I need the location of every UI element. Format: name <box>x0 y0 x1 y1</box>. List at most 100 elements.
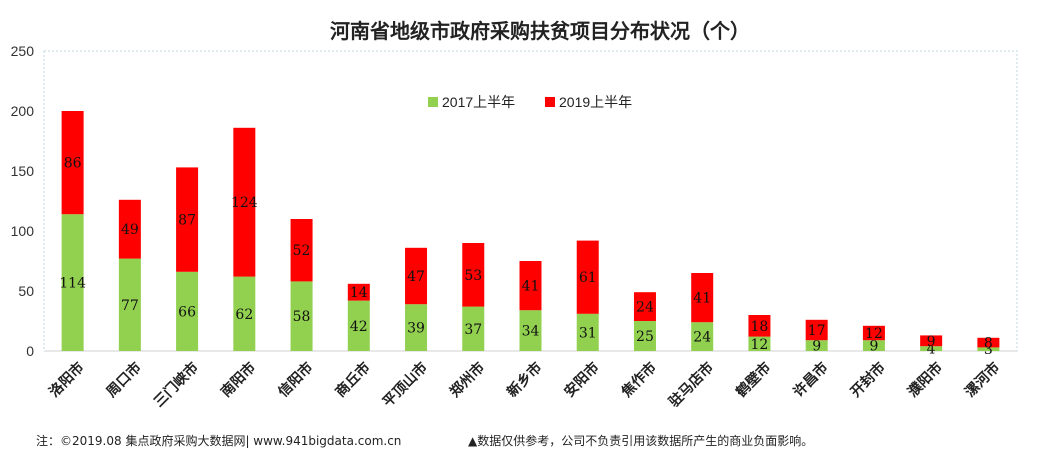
y-axis: 0 50 100 150 200 250 <box>11 43 1017 359</box>
category-label: 安阳市 <box>561 359 603 401</box>
bar-2017 <box>176 271 199 351</box>
data-label: 9 <box>812 339 821 355</box>
data-label: 86 <box>64 156 82 172</box>
plot-border <box>43 50 1018 352</box>
data-label: 24 <box>636 300 654 316</box>
y-tick-label: 150 <box>11 163 35 179</box>
bar-2017 <box>920 346 943 351</box>
bar-2019 <box>176 167 199 272</box>
bar-2017 <box>405 304 428 351</box>
data-label: 4 <box>927 342 936 358</box>
category-label: 信阳市 <box>275 359 317 401</box>
data-label: 12 <box>865 326 883 342</box>
data-label: 18 <box>751 319 769 335</box>
data-label: 34 <box>522 324 540 340</box>
data-label: 12 <box>751 337 769 353</box>
data-label: 42 <box>350 319 368 335</box>
y-tick-label: 100 <box>11 223 35 239</box>
legend-swatch <box>428 97 438 107</box>
bar-2017 <box>633 321 656 351</box>
data-label: 8 <box>984 336 993 352</box>
bar-2017 <box>862 340 885 351</box>
category-label: 商丘市 <box>332 359 374 401</box>
bar-2019 <box>405 247 428 305</box>
data-label: 49 <box>121 222 139 238</box>
category-label: 焦作市 <box>617 359 659 401</box>
data-label: 62 <box>235 307 253 323</box>
bar-2017 <box>977 347 1000 351</box>
bar-2019 <box>290 219 313 282</box>
bar-2019 <box>805 319 828 341</box>
data-label: 17 <box>808 323 826 339</box>
category-label: 濮阳市 <box>904 359 946 401</box>
y-tick-label: 50 <box>18 283 34 299</box>
data-label: 9 <box>927 334 936 350</box>
bar-2019 <box>61 111 84 215</box>
data-label: 14 <box>350 285 368 301</box>
category-label: 洛阳市 <box>46 359 88 401</box>
bar-2019 <box>691 273 714 323</box>
bar-2017 <box>691 322 714 351</box>
bar-2019 <box>748 315 771 337</box>
data-label: 124 <box>231 195 258 211</box>
data-label: 58 <box>293 309 311 325</box>
bar-2019 <box>633 292 656 321</box>
data-label: 61 <box>579 270 597 286</box>
category-label: 南阳市 <box>217 359 259 401</box>
category-label: 新乡市 <box>504 359 546 401</box>
bar-2019 <box>462 243 485 307</box>
data-label: 53 <box>464 268 482 284</box>
bar-2017 <box>462 306 485 351</box>
data-label: 41 <box>693 291 711 307</box>
category-label: 漯河市 <box>961 359 1003 401</box>
footer-source: 注：©2019.08 集点政府采购大数据网| www.941bigdata.co… <box>36 434 402 448</box>
category-label: 鹤壁市 <box>733 359 775 401</box>
data-label: 77 <box>121 298 139 314</box>
bar-2017 <box>290 281 313 351</box>
data-label: 3 <box>984 342 993 358</box>
data-label: 24 <box>693 330 711 346</box>
category-label: 郑州市 <box>446 359 488 401</box>
category-label: 许昌市 <box>790 359 832 401</box>
bar-2019 <box>118 199 141 259</box>
data-label: 87 <box>178 213 196 229</box>
data-label: 39 <box>407 321 425 337</box>
category-label: 开封市 <box>847 359 889 401</box>
legend-label: 2019上半年 <box>559 94 632 110</box>
bar-2017 <box>748 336 771 351</box>
category-label: 周口市 <box>103 359 145 401</box>
data-label: 41 <box>522 279 540 295</box>
legend-swatch <box>545 97 555 107</box>
bar-2019 <box>233 127 256 277</box>
data-label: 47 <box>407 269 425 285</box>
y-tick-label: 200 <box>11 103 35 119</box>
chart-title: 河南省地级市政府采购扶贫项目分布状况（个） <box>330 19 750 43</box>
bar-2019 <box>347 283 370 301</box>
bar-2019 <box>862 325 885 341</box>
bar-2019 <box>920 335 943 347</box>
bar-2019 <box>519 261 542 311</box>
bar-2017 <box>576 313 599 351</box>
bar-2017 <box>347 300 370 351</box>
footer-disclaimer: ▲数据仅供参考，公司不负责引用该数据所产生的商业负面影响。 <box>468 434 814 448</box>
category-label: 平顶山市 <box>379 359 431 411</box>
data-label: 37 <box>464 322 482 338</box>
category-label: 三门峡市 <box>150 359 202 411</box>
y-tick-label: 250 <box>11 43 35 59</box>
data-label: 66 <box>178 304 196 320</box>
legend-label: 2017上半年 <box>442 94 515 110</box>
category-labels: 洛阳市 周口市 三门峡市 南阳市 信阳市 商丘市 平顶山市 郑州市 新乡市 安阳市 焦作市 驻马店市鹤… <box>46 359 1003 411</box>
bars: 1148677496687621245852421439473753344131… <box>59 111 1000 358</box>
data-label: 9 <box>869 339 878 355</box>
bar-2019 <box>576 240 599 314</box>
bar-2017 <box>61 214 84 351</box>
data-label: 52 <box>293 243 311 259</box>
bar-2017 <box>233 276 256 351</box>
y-tick-label: 0 <box>26 343 34 359</box>
data-label: 31 <box>579 325 597 341</box>
data-label: 114 <box>59 276 86 292</box>
data-label: 25 <box>636 329 654 345</box>
legend: 2017上半年 2019上半年 <box>428 94 632 110</box>
bar-2017 <box>519 310 542 351</box>
